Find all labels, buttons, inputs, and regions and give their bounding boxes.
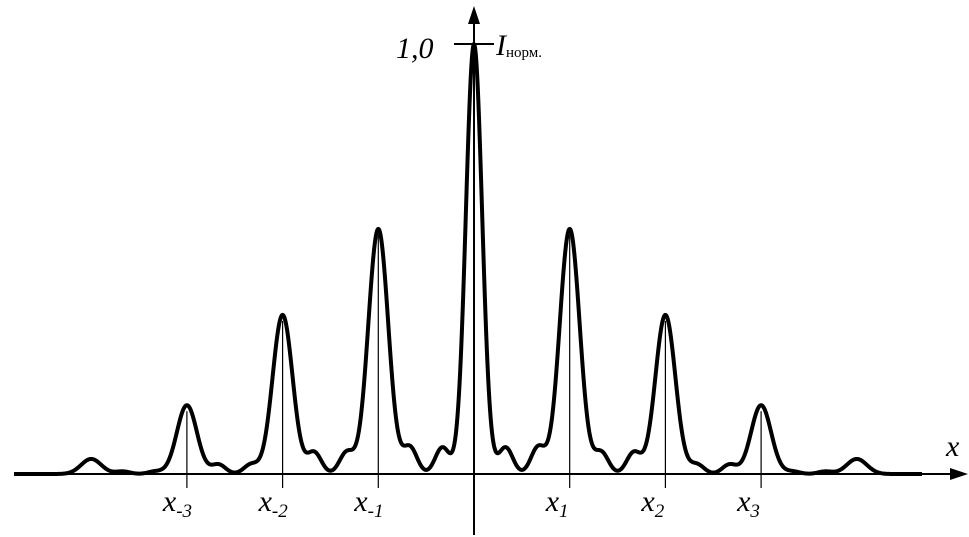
x-tick-label: x-3 bbox=[162, 485, 192, 522]
intensity-curve bbox=[12, 42, 924, 476]
axes bbox=[14, 6, 968, 535]
x-tick-labels: x-3 x-2 x-1 x1 x2 x3 bbox=[162, 485, 760, 522]
x-axis-arrow bbox=[950, 468, 968, 480]
x-tick-label: x2 bbox=[640, 485, 664, 522]
y-tick-label: 1,0 bbox=[396, 32, 434, 65]
y-axis-label: Iнорм. bbox=[495, 29, 542, 62]
x-tick-label: x-2 bbox=[258, 485, 289, 522]
x-tick-label: x3 bbox=[736, 485, 760, 522]
x-axis-label: x bbox=[945, 430, 960, 463]
peak-marker-lines bbox=[186, 234, 762, 488]
x-tick-label: x1 bbox=[545, 485, 569, 522]
y-axis-arrow bbox=[468, 6, 480, 24]
x-tick-label: x-1 bbox=[353, 485, 383, 522]
